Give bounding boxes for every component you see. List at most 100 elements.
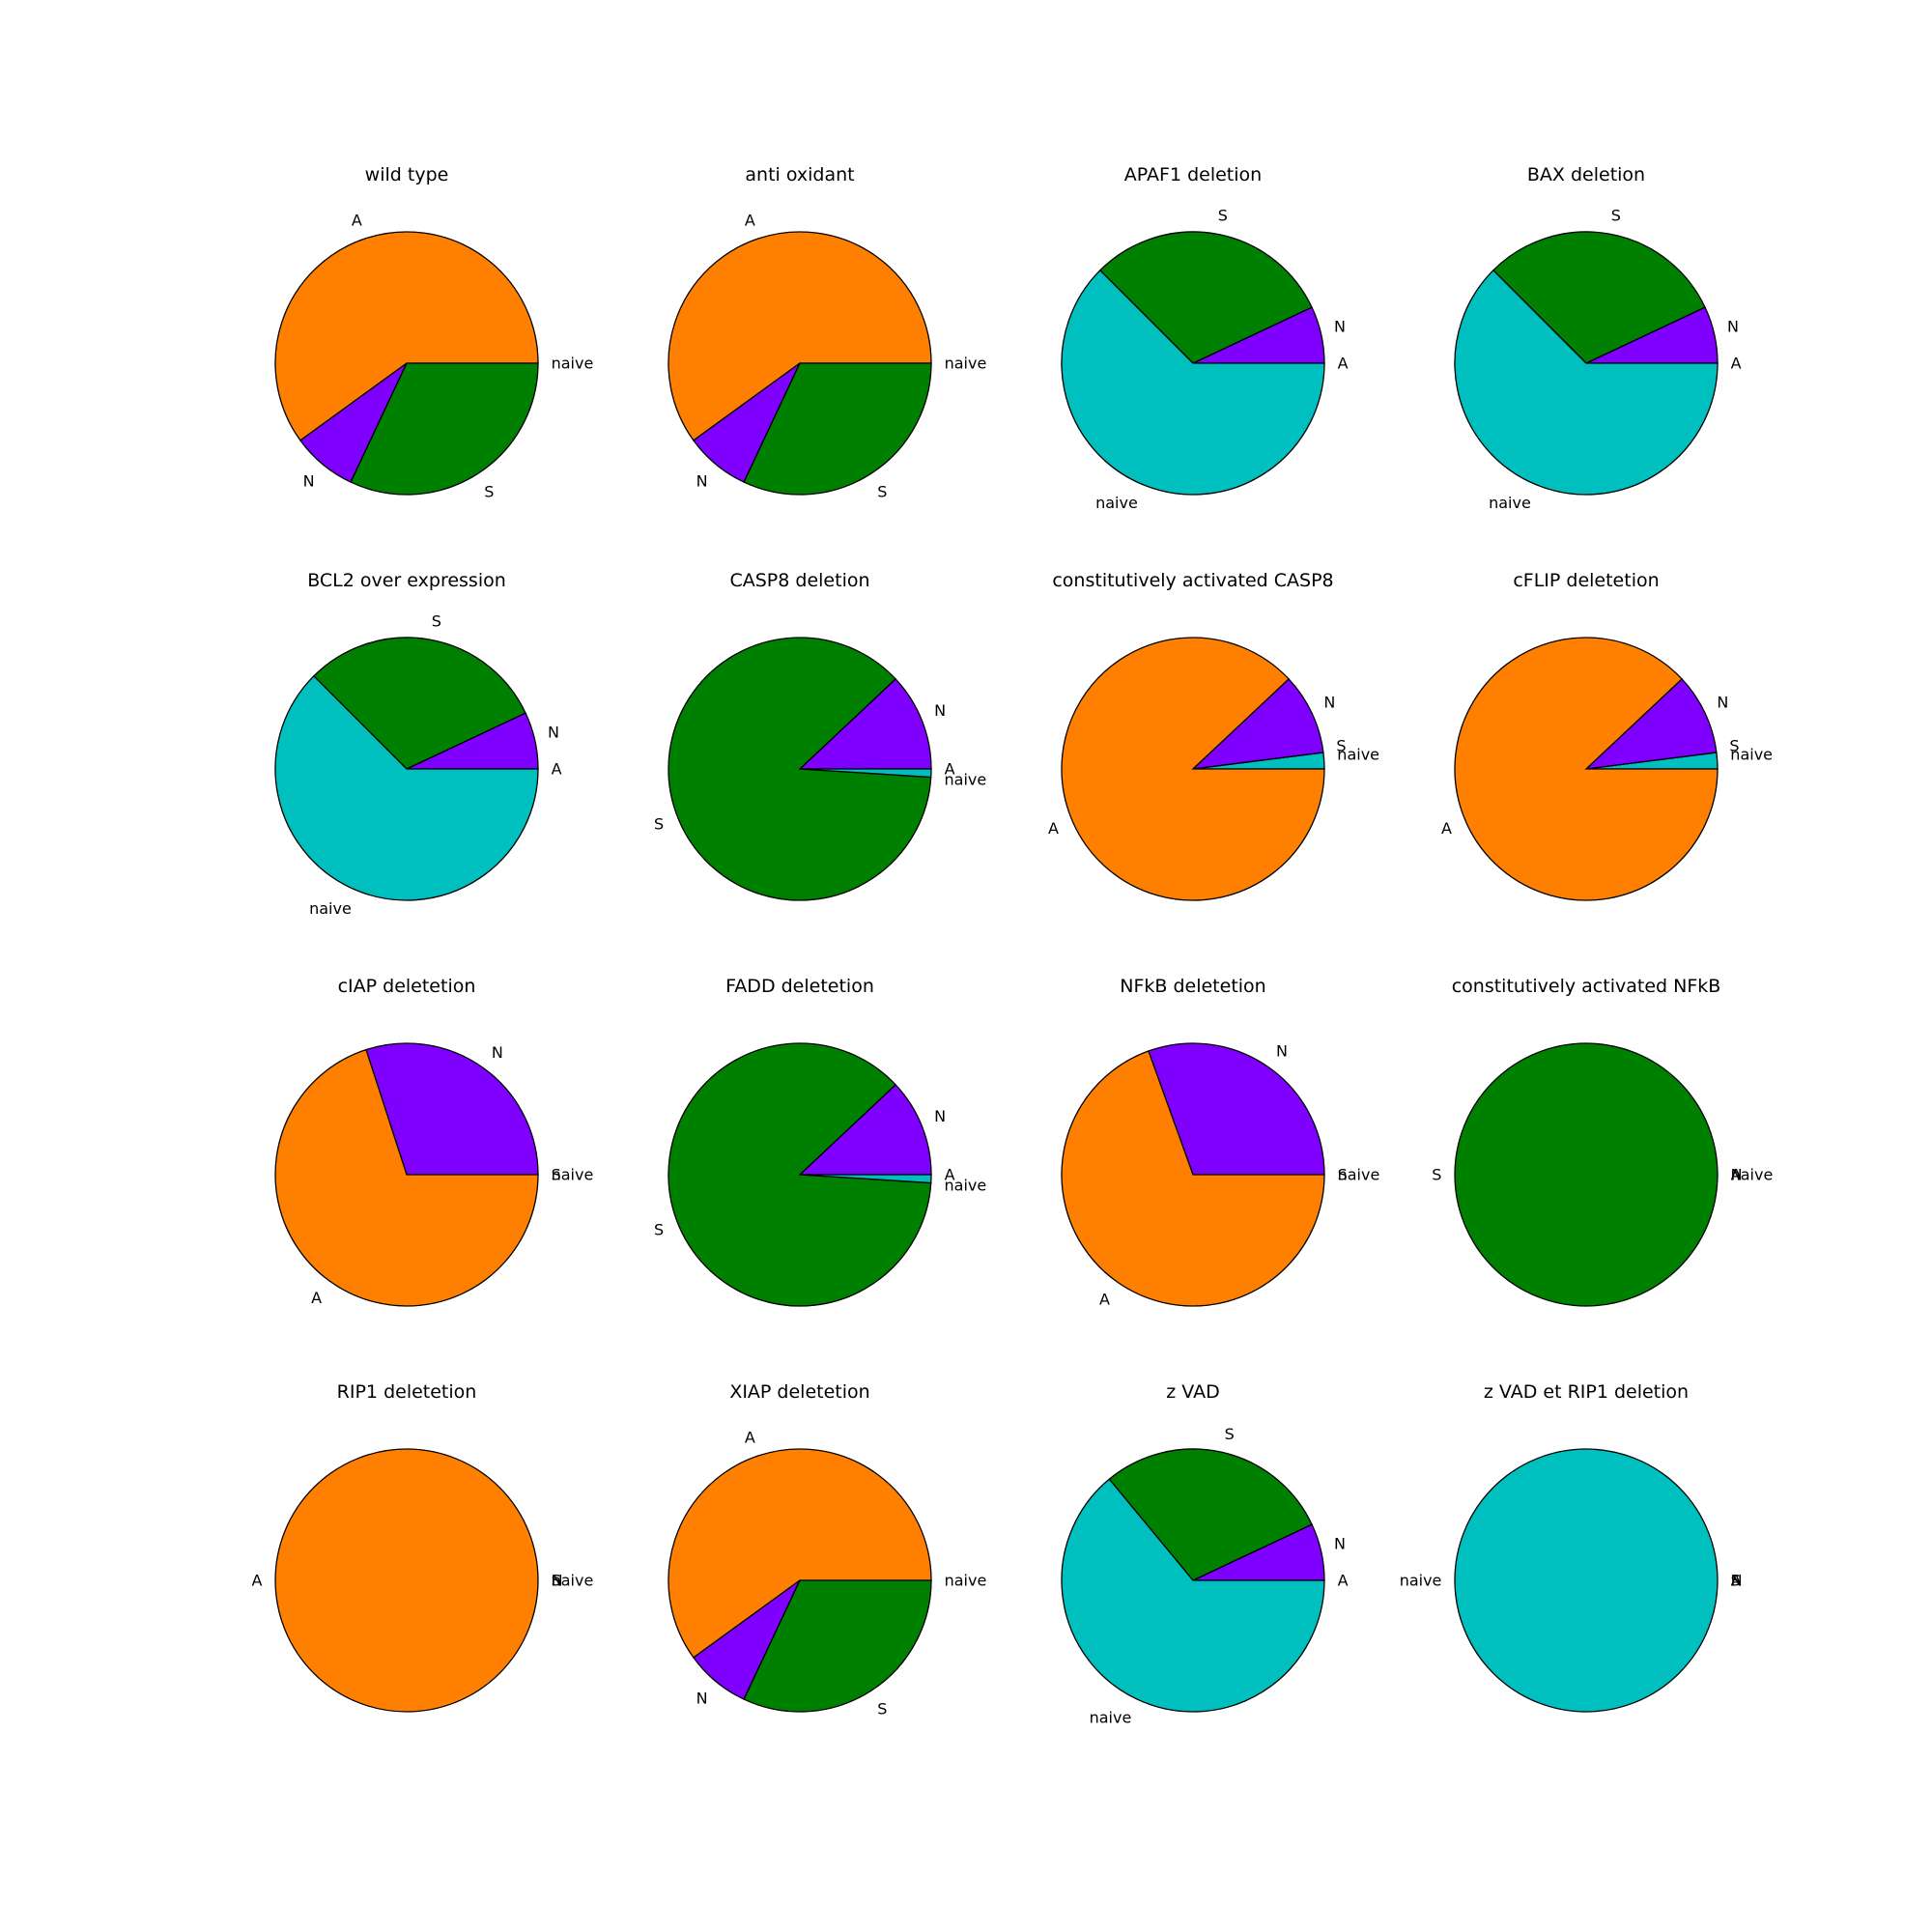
pie-slice-S [312,637,526,770]
slice-label: S [552,1166,561,1184]
pie-chart: XIAP deletetion naive A N S [668,1381,986,1718]
slice-label: S [1218,207,1228,225]
slice-label: A [745,212,755,230]
pie-title: constitutively activated NFkB [1452,976,1721,997]
pie-slice-naive [274,674,539,901]
slice-label: naive [1090,1708,1132,1726]
slice-label: A [352,212,362,230]
pie-title: RIP1 deletetion [337,1381,477,1403]
slice-label: S [877,1699,887,1718]
slice-label: naive [1400,1572,1442,1590]
slice-label: A [1441,819,1452,838]
pie-slice-N [798,677,932,770]
pie-slice-A [1061,1050,1325,1307]
pie-slice-naive [799,768,932,779]
pie-slice-S [350,362,539,496]
pie-title: cFLIP deletetion [1513,570,1659,591]
slice-label: naive [1095,494,1138,512]
pie-chart: anti oxidant naive A N S [668,164,986,500]
pie-slice-naive [1061,1478,1325,1713]
pie-slice-N [1584,677,1718,770]
slice-label: A [1099,1290,1110,1308]
slice-label: N [492,1043,503,1062]
pie-title: APAF1 deletion [1124,164,1262,185]
slice-label: A [251,1572,262,1590]
pie-title: CASP8 deletion [729,570,869,591]
slice-label: A [1731,1572,1742,1590]
slice-label: A [745,1429,755,1447]
pie-slice-S [1108,1448,1313,1581]
slice-label: N [1334,1534,1346,1552]
slice-label: N [1731,1166,1743,1184]
slice-label: A [1048,819,1059,838]
slice-label: N [1334,317,1346,335]
pie-title: BAX deletion [1527,164,1645,185]
slice-label: naive [945,1177,987,1195]
pie-title: BCL2 over expression [307,570,506,591]
pie-slice-S [1098,231,1313,364]
pie-slice-naive [1061,269,1325,496]
slice-label: A [945,1166,955,1184]
pie-title: z VAD [1166,1381,1219,1403]
pie-slice-N [1148,1042,1325,1176]
pie-slice-S [743,1579,932,1713]
slice-label: naive [945,355,987,373]
slice-label: N [696,1689,708,1707]
slice-label: S [432,612,441,631]
slice-label: A [1731,1166,1742,1184]
slice-label: naive [1338,1166,1380,1184]
slice-label: naive [1730,746,1773,764]
pie-title: XIAP deletetion [729,1381,869,1403]
pie-slice-naive [1454,269,1719,496]
slice-label: A [1338,1572,1349,1590]
slice-label: S [552,1572,561,1590]
slice-label: naive [552,355,594,373]
pie-slice-S [668,637,932,901]
pie-title: z VAD et RIP1 deletion [1484,1381,1689,1403]
slice-label: S [1225,1425,1235,1443]
pie-slice-A [668,1448,932,1659]
slice-label: A [1338,355,1349,373]
slice-label: A [311,1289,322,1307]
slice-label: S [1611,207,1621,225]
slice-label: S [1336,736,1346,754]
pie-slice-naive [1454,1448,1719,1713]
slice-label: naive [552,1166,594,1184]
pie-title: FADD deletetion [725,976,874,997]
slice-label: S [1432,1166,1441,1184]
slice-label: naive [945,1572,987,1590]
slice-label: N [1731,1572,1743,1590]
slice-label: naive [1489,494,1531,512]
pie-title: cIAP deletetion [338,976,476,997]
pie-slice-A [1454,637,1719,901]
pie-slice-S [668,1042,932,1307]
slice-label: N [548,723,559,741]
slice-label: N [934,701,946,720]
slice-label: N [1727,317,1739,335]
pie-title: anti oxidant [745,164,854,185]
slice-label: A [1731,355,1742,373]
pie-title: wild type [365,164,449,185]
pie-slice-A [274,1448,539,1713]
pie-slice-A [1061,637,1325,901]
slice-label: N [1323,693,1335,711]
slice-label: S [1729,736,1739,754]
slice-label: S [1731,1572,1741,1590]
slice-label: naive [1731,1166,1774,1184]
slice-label: naive [309,899,352,918]
slice-label: A [945,760,955,779]
pie-slice-A [274,1048,539,1307]
slice-label: N [696,471,708,490]
slice-label: naive [552,1572,594,1590]
